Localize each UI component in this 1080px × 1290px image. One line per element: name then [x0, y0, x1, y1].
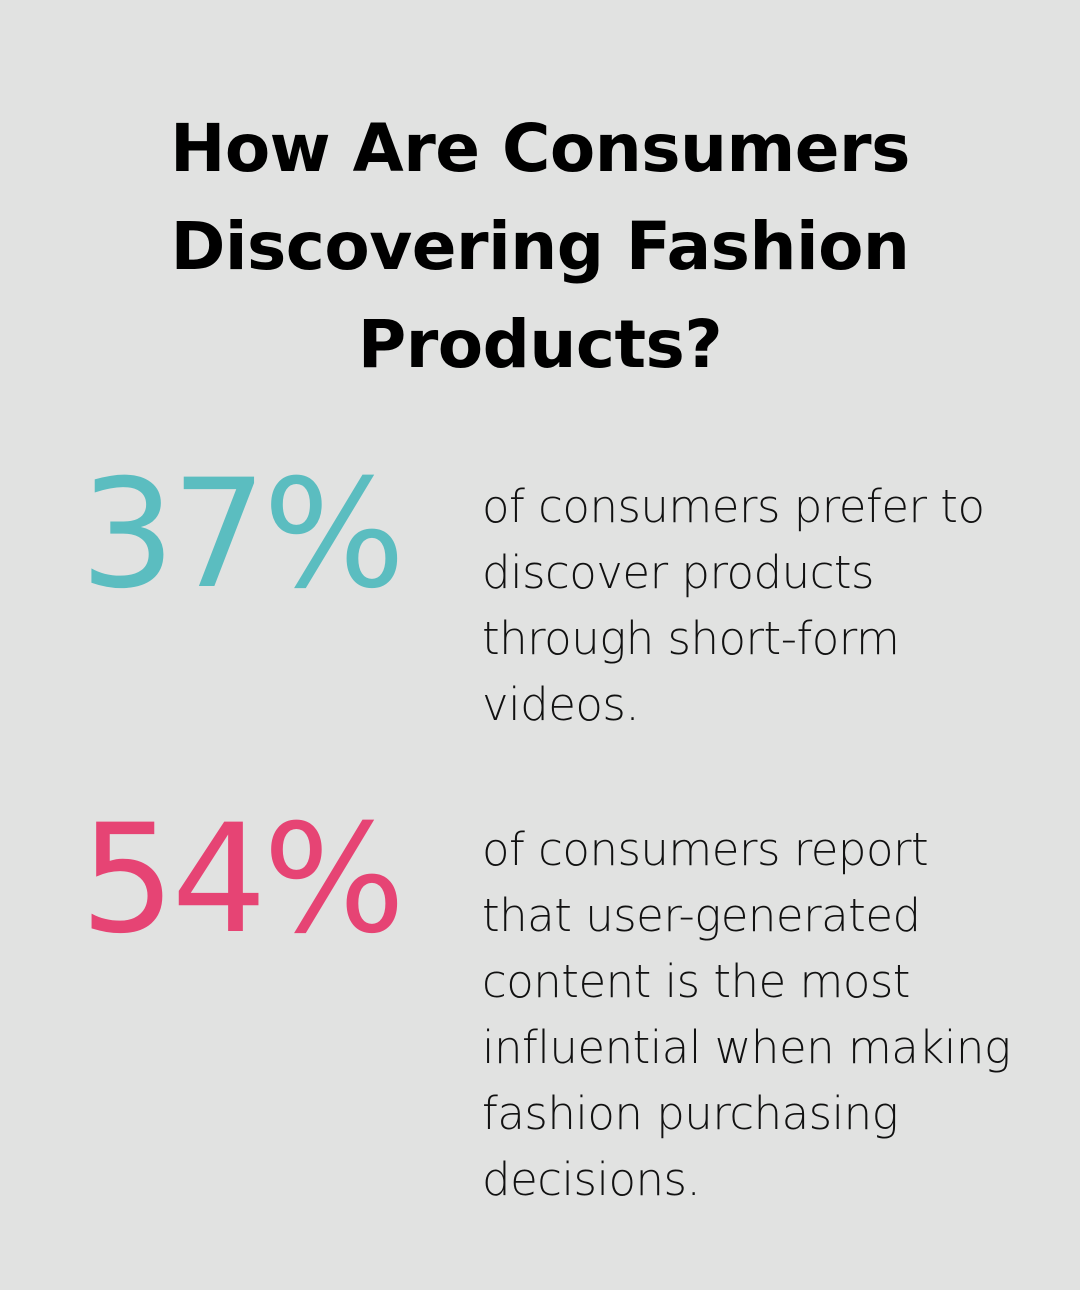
page-title: How Are Consumers Discovering Fashion Pr… — [170, 110, 910, 383]
stat-description-short-form-video: of consumers prefer to discover products… — [482, 480, 985, 731]
stat-value-short-form-video: 37% — [80, 448, 405, 622]
stat-value-user-generated-content: 54% — [80, 793, 405, 967]
stat-description-user-generated-content: of consumers report that user-generated … — [482, 823, 1011, 1206]
